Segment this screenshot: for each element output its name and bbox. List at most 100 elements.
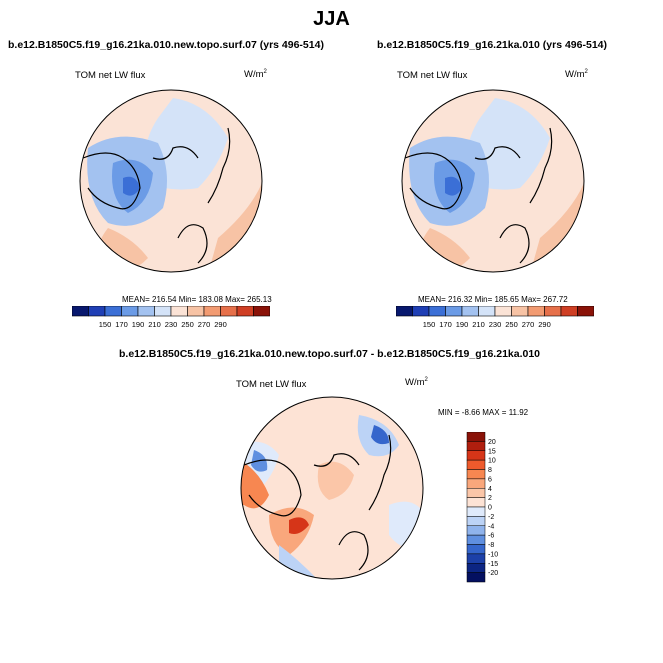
panel-3-colorbar-label: 2 [488, 495, 492, 502]
panel-3-colorbar-cell [466, 572, 486, 583]
panel-2-colorbar-cell [412, 306, 430, 317]
panel-2-colorbar-label: 210 [472, 320, 485, 329]
panel-2-colorbar-cell [511, 306, 529, 317]
figure-title: JJA [313, 8, 350, 30]
panel-1-variable: TOM net LW flux [75, 70, 146, 81]
panel-1-colorbar-label: 290 [214, 320, 227, 329]
panel-2-colorbar-cell [494, 306, 512, 317]
panel-2-colorbar-cell [544, 306, 562, 317]
panel-3-max-southwest [289, 517, 309, 534]
panel-3-colorbar-label: 15 [488, 448, 496, 455]
panel-3-colorbar-cell [466, 544, 486, 555]
panel-2-colorbar: 150 170 190 210 230 250 270 290 [396, 306, 594, 329]
panel-1-units: W/m2 [244, 69, 267, 81]
panel-3-colorbar-cell [466, 478, 486, 489]
panel-1-colorbar-cell [104, 306, 122, 317]
panel-2-ice-sheet-min [445, 176, 462, 196]
panel-1-colorbar-cell [72, 306, 89, 317]
panel-2-stats: MEAN= 216.32 Min= 185.65 Max= 267.72 [418, 295, 568, 304]
panel-3-title: b.e12.B1850C5.f19_g16.21ka.010.new.topo.… [119, 348, 541, 360]
panel-2-map-border [401, 89, 585, 273]
panel-2-colorbar-cell [560, 306, 578, 317]
panel-3-colorbar-label: 8 [488, 467, 492, 474]
panel-3-colorbar-cell [466, 563, 486, 573]
panel-2-colorbar-cell [577, 306, 594, 317]
panel-2-colorbar-label: 250 [505, 320, 518, 329]
panel-3-colorbar-cell [466, 497, 486, 508]
panel-3-colorbar-label: -8 [488, 542, 494, 549]
panel-2-colorbar-label: 290 [538, 320, 551, 329]
panel-2-coastlines [404, 127, 553, 264]
panel-3-colorbar-cell [466, 441, 486, 452]
panel-1-colorbar-cell [187, 306, 205, 317]
panel-3-colorbar-label: -10 [488, 551, 498, 558]
panel-1-coastlines [82, 127, 231, 264]
panel-3-coastlines [243, 434, 392, 571]
panel-1-colorbar-label: 190 [132, 320, 145, 329]
panel-3-colorbar-cell [466, 450, 486, 461]
panel-3-colorbar-label: -15 [488, 561, 498, 568]
panel-2-colorbar-cell [478, 306, 496, 317]
panel-1-colorbar-cell [220, 306, 238, 317]
panel-3-map [240, 396, 424, 580]
panel-2-colorbar-label: 150 [423, 320, 436, 329]
panel-1-colorbar-cell [170, 306, 188, 317]
panel-1-colorbar-cell [203, 306, 221, 317]
panel-1-colorbar-cell [253, 306, 270, 317]
panel-2-colorbar-cell [428, 306, 446, 317]
panel-3-colorbar-cell [466, 459, 486, 470]
panel-3-colorbar-label: -6 [488, 533, 494, 540]
panel-3-colorbar-label: -4 [488, 523, 494, 530]
panel-3-colorbar-cell [466, 553, 486, 564]
panel-3-colorbar-label: -2 [488, 514, 494, 521]
panel-3-stats: MIN = -8.66 MAX = 11.92 [438, 408, 529, 417]
panel-3-colorbar-label: 0 [488, 505, 492, 512]
panel-3-variable: TOM net LW flux [236, 379, 307, 390]
panel-2-variable: TOM net LW flux [397, 70, 468, 81]
panel-2-colorbar-cell [396, 306, 413, 317]
panel-3-units: W/m2 [405, 377, 428, 389]
panel-1-colorbar-label: 150 [99, 320, 112, 329]
panel-3-colorbar-cell [466, 516, 486, 527]
panel-2-units: W/m2 [565, 69, 588, 81]
panel-3-colorbar-cell [466, 469, 486, 480]
panel-2-colorbar-cell [445, 306, 463, 317]
panel-1-colorbar-cell [236, 306, 254, 317]
panel-2-colorbar-label: 170 [439, 320, 452, 329]
panel-2-colorbar-cell [461, 306, 479, 317]
panel-1-colorbar-cell [137, 306, 155, 317]
panel-3-colorbar-cell [466, 488, 486, 498]
panel-1-colorbar: 150 170 190 210 230 250 270 290 [72, 306, 270, 329]
panel-2-colorbar-label: 190 [456, 320, 469, 329]
panel-2-colorbar-cell [527, 306, 545, 317]
panel-1-colorbar-label: 170 [115, 320, 128, 329]
panel-3-colorbar-label: 20 [488, 439, 496, 446]
panel-1-ice-sheet-min [123, 176, 140, 196]
panel-2-title: b.e12.B1850C5.f19_g16.21ka.010 (yrs 496-… [377, 39, 607, 51]
panel-2-map [401, 89, 585, 273]
panel-2-colorbar-label: 270 [522, 320, 535, 329]
panel-1-colorbar-label: 250 [181, 320, 194, 329]
panel-1-colorbar-label: 270 [198, 320, 211, 329]
panel-3-colorbar-label: 4 [488, 486, 492, 493]
panel-3-positive-center [317, 461, 354, 500]
panel-1-map-border [79, 89, 263, 273]
panel-3-colorbar-cell [466, 525, 486, 536]
panel-1-colorbar-cell [121, 306, 139, 317]
panel-3-positive-west [241, 460, 269, 509]
panel-3-min-northeast [371, 425, 389, 445]
panel-1-colorbar-label: 230 [165, 320, 178, 329]
panel-3-colorbar-cell [466, 506, 486, 517]
panel-2-colorbar-label: 230 [489, 320, 502, 329]
panel-3-colorbar-label: -20 [488, 570, 498, 577]
panel-1-colorbar-label: 210 [148, 320, 161, 329]
panel-1-map [79, 89, 263, 273]
panel-1-title: b.e12.B1850C5.f19_g16.21ka.010.new.topo.… [8, 39, 324, 51]
panel-1-colorbar-cell [88, 306, 106, 317]
panel-3-colorbar-cell [466, 534, 486, 545]
panel-1-stats: MEAN= 216.54 Min= 183.08 Max= 265.13 [122, 295, 272, 304]
panel-3-colorbar-label: 10 [488, 458, 496, 465]
panel-3-colorbar-label: 6 [488, 476, 492, 483]
panel-1-colorbar-cell [154, 306, 172, 317]
